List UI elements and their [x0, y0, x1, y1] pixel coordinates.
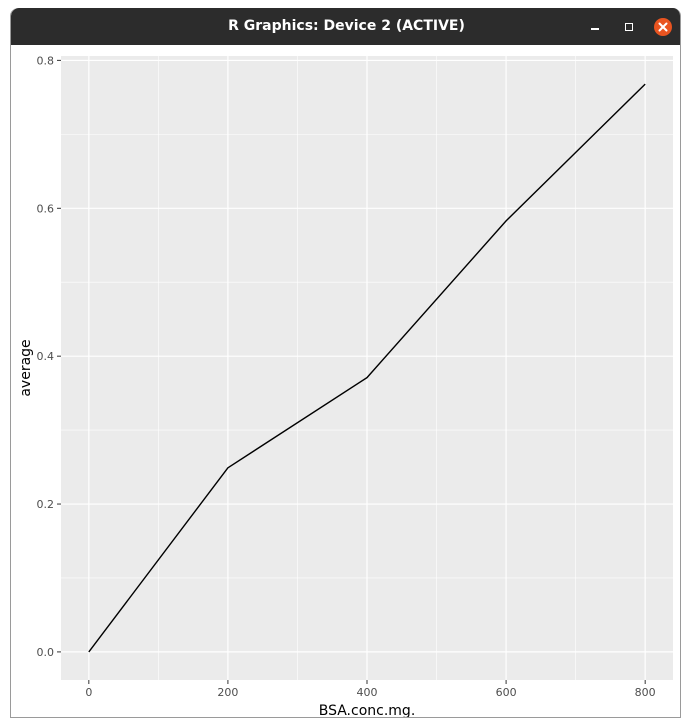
close-icon[interactable]: [654, 18, 672, 36]
y-tick-label: 0.2: [37, 498, 55, 511]
y-tick-label: 0.0: [37, 646, 55, 659]
x-tick-label: 400: [357, 686, 378, 699]
x-tick-label: 800: [635, 686, 656, 699]
series-line: [88, 83, 646, 653]
y-tick-label: 0.4: [37, 350, 55, 363]
maximize-icon[interactable]: [620, 18, 638, 36]
close-x-glyph: [658, 22, 668, 32]
window-title: R Graphics: Device 2 (ACTIVE): [228, 18, 465, 34]
x-tick-label: 0: [85, 686, 92, 699]
r-graphics-window: R Graphics: Device 2 (ACTIVE) 0 200 400 600…: [10, 8, 681, 718]
y-tick-label: 0.6: [37, 202, 55, 215]
minimize-icon[interactable]: [586, 18, 604, 36]
y-tick-label: 0.8: [37, 54, 55, 67]
x-axis-title: BSA.conc.mg.: [319, 703, 416, 718]
title-bar[interactable]: R Graphics: Device 2 (ACTIVE): [11, 8, 680, 45]
x-tick-label: 200: [217, 686, 238, 699]
line-chart: 0 200 400 600 800 0.0 0.2 0.4 0.6 0.8 BSA.conc.mg.…: [18, 54, 673, 718]
plot-area: 0 200 400 600 800 0.0 0.2 0.4 0.6 0.8 BSA.conc.mg.…: [11, 45, 680, 718]
x-tick-label: 600: [496, 686, 517, 699]
y-axis-title: average: [18, 339, 34, 396]
